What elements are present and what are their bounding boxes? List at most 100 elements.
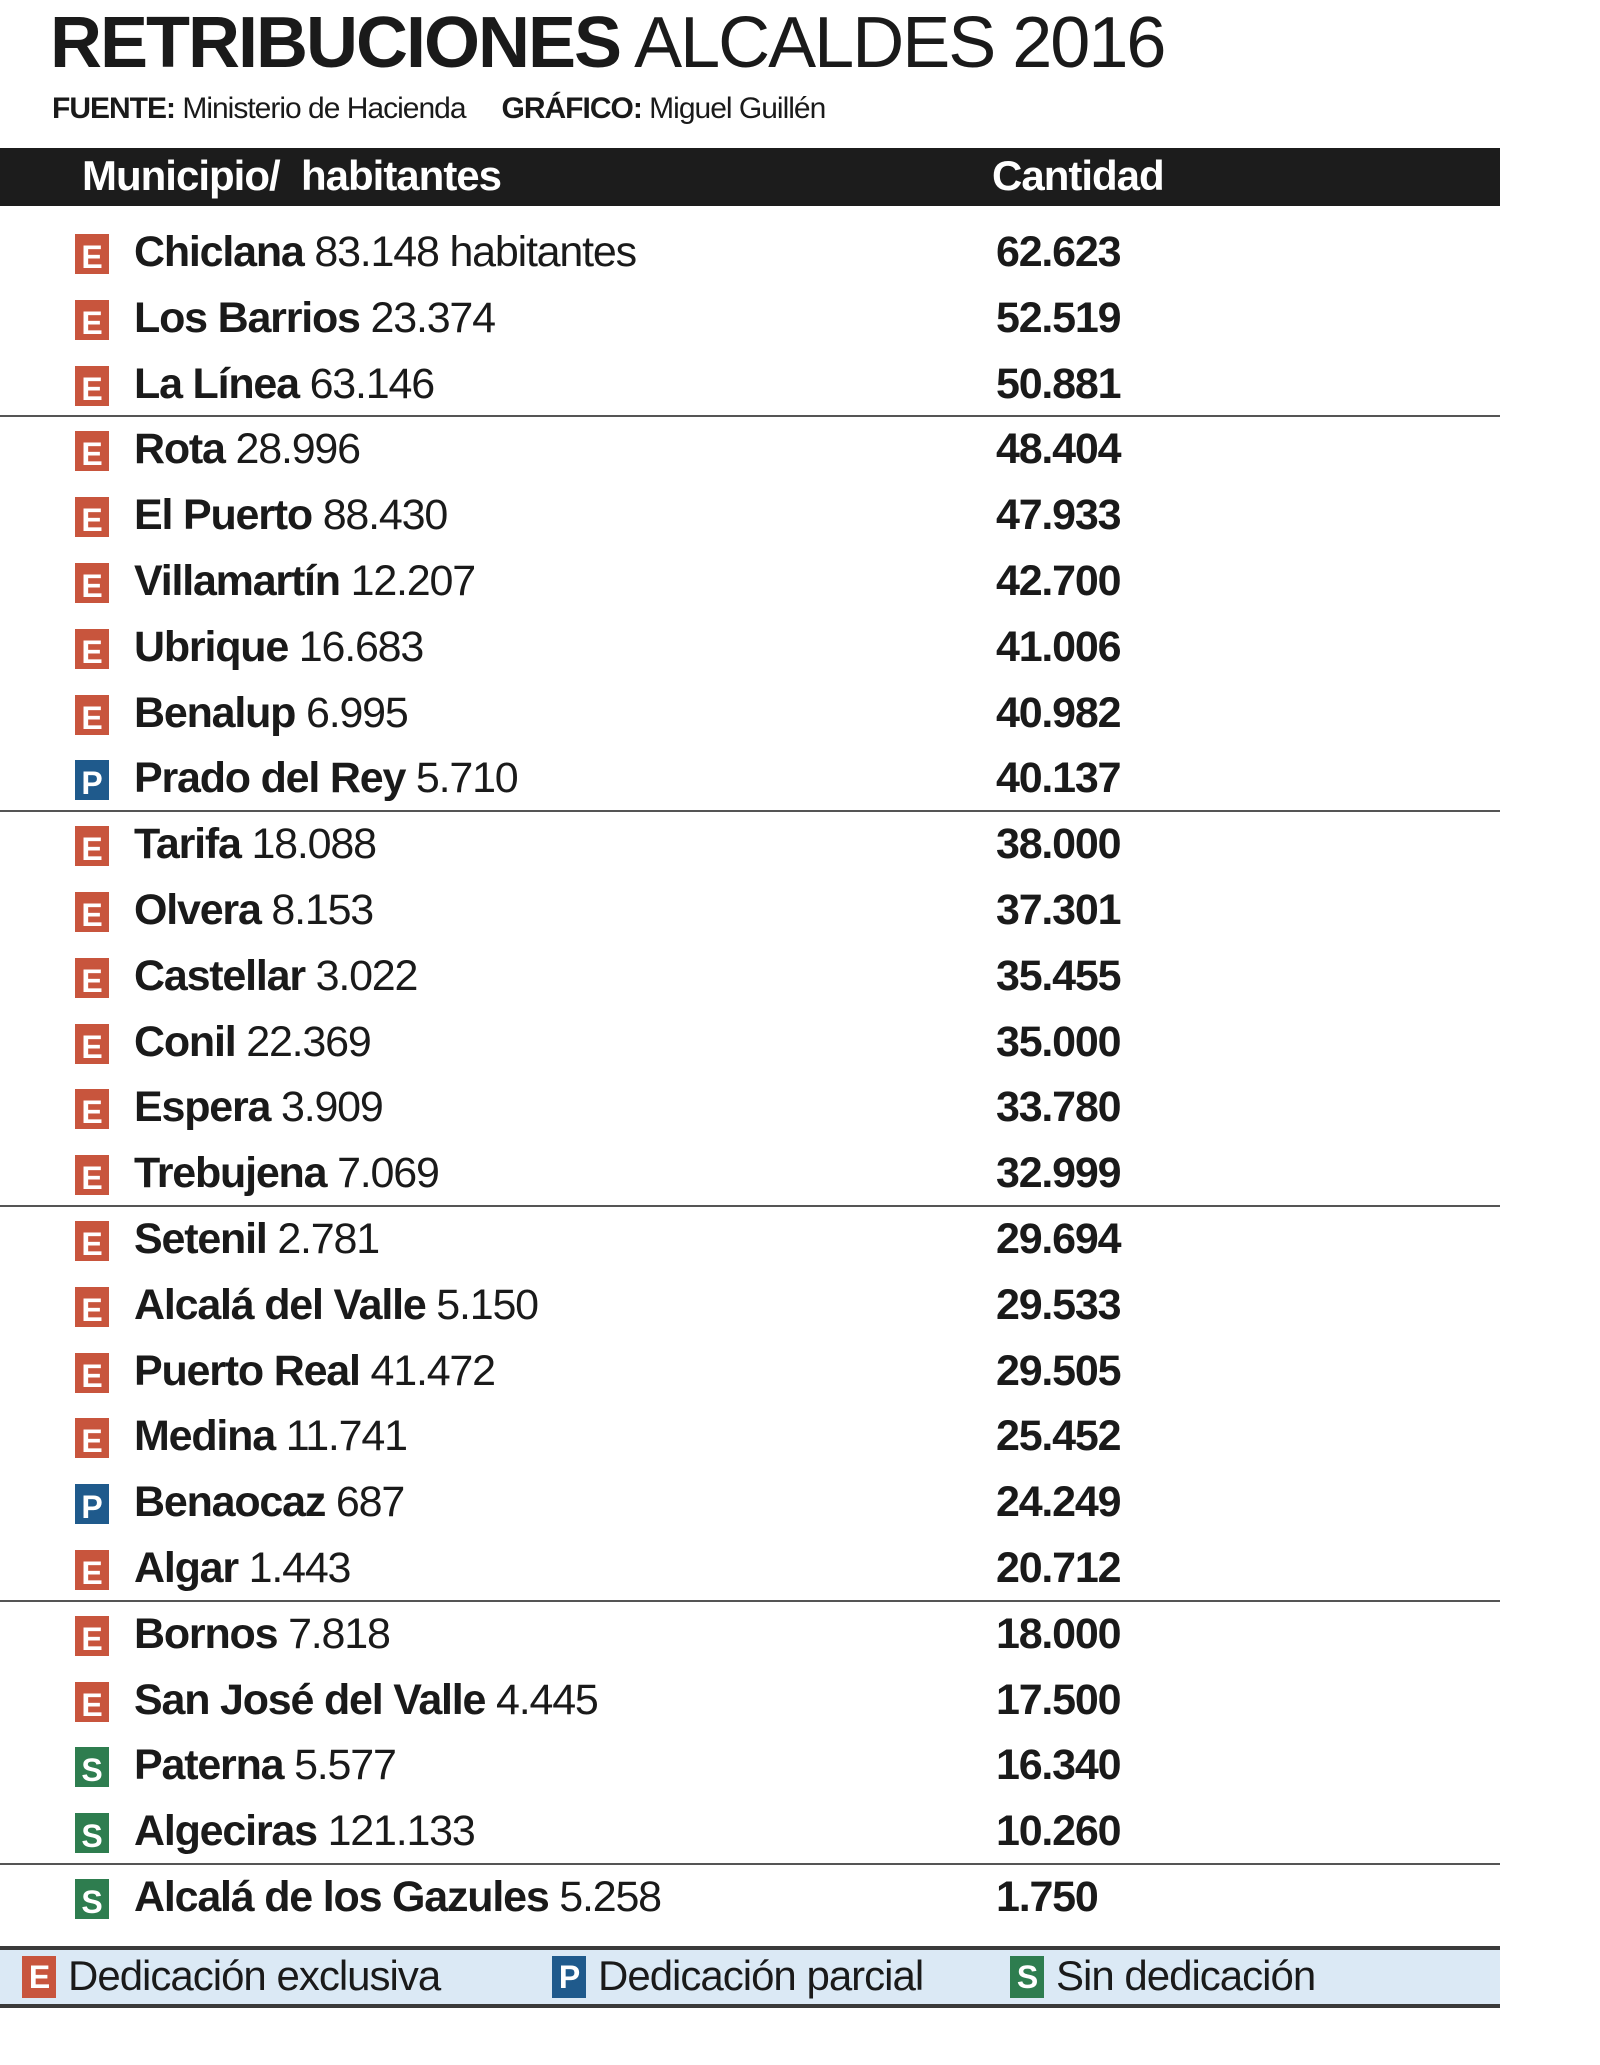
habitantes: 7.818 (288, 1609, 391, 1658)
table-row: S Algeciras 121.133 10.260 (0, 1799, 1500, 1865)
cantidad-cell: 35.455 (996, 951, 1122, 1000)
table-row: E Rota 28.996 48.404 (0, 417, 1500, 483)
municipio-name: Prado del Rey (134, 754, 406, 803)
fuente-label: FUENTE: (52, 92, 176, 125)
municipio-name: El Puerto (134, 491, 313, 540)
habitantes: 687 (335, 1478, 405, 1527)
dedication-E-icon: E (75, 1089, 109, 1130)
source-line: FUENTE: Ministerio de Hacienda GRÁFICO: M… (52, 92, 826, 126)
table-row: P Benaocaz 687 24.249 (0, 1470, 1500, 1536)
cantidad-cell: 1.750 (996, 1872, 1099, 1921)
municipio-cell: El Puerto 88.430 (134, 491, 449, 540)
municipio-cell: Espera 3.909 (134, 1083, 384, 1132)
municipio-cell: Alcalá de los Gazules 5.258 (134, 1872, 662, 1922)
dedication-E-icon: E (75, 694, 109, 736)
dedication-E-icon: E (75, 957, 109, 999)
table-row: E Puerto Real 41.472 29.505 (0, 1339, 1500, 1405)
habitantes: 11.741 (285, 1412, 408, 1461)
cantidad-cell: 20.712 (996, 1543, 1122, 1592)
cantidad-cell: 18.000 (996, 1609, 1122, 1658)
dedication-E-icon: E (75, 365, 109, 407)
municipio-name: Paterna (134, 1741, 285, 1790)
table-row: E Conil 22.369 35.000 (0, 1010, 1500, 1076)
legend-item: E Dedicación exclusiva (22, 1952, 441, 2000)
legend-E-icon: E (22, 1956, 56, 1998)
dedication-E-icon: E (75, 497, 109, 538)
table-row: S Paterna 5.577 16.340 (0, 1733, 1500, 1799)
habitantes: 23.374 (370, 293, 497, 342)
habitantes: 16.683 (298, 622, 425, 671)
table-row: S Alcalá de los Gazules 5.258 1.750 (0, 1865, 1500, 1931)
table-row: E Alcalá del Valle 5.150 29.533 (0, 1273, 1500, 1339)
grafico-value: Miguel Guillén (649, 92, 826, 125)
habitantes: 83.148 habitantes (314, 228, 637, 276)
cantidad-cell: 24.249 (996, 1478, 1122, 1527)
municipio-cell: La Línea 63.146 (134, 360, 435, 409)
legend-item: P Dedicación parcial (552, 1952, 924, 2000)
dedication-E-icon: E (75, 891, 109, 933)
cantidad-cell: 40.982 (996, 688, 1122, 737)
table-row: E Ubrique 16.683 41.006 (0, 615, 1500, 681)
municipio-name: Puerto Real (134, 1346, 361, 1395)
habitantes: 3.022 (315, 951, 419, 1000)
municipio-cell: Chiclana 83.148 habitantes (134, 228, 637, 277)
habitantes: 4.445 (496, 1675, 599, 1724)
dedication-E-icon: E (75, 234, 109, 275)
municipio-cell: Tarifa 18.088 (134, 820, 377, 869)
legend: E Dedicación exclusiva P Dedicación parcial… (0, 1946, 1500, 2008)
table-header: Municipio/ habitantes Cantidad (0, 148, 1500, 206)
municipio-cell: Villamartín 12.207 (134, 557, 476, 606)
legend-item: S Sin dedicación (1010, 1952, 1316, 2000)
header-municipio: Municipio/ habitantes (82, 152, 502, 199)
legend-label: Dedicación exclusiva (68, 1952, 441, 1999)
municipio-name: Rota (134, 425, 226, 474)
municipio-name: Tarifa (134, 820, 242, 869)
municipio-cell: Ubrique 16.683 (134, 622, 425, 672)
habitantes: 6.995 (305, 688, 409, 737)
municipio-name: Ubrique (134, 622, 289, 671)
habitantes: 41.472 (370, 1346, 497, 1395)
habitantes: 8.153 (271, 885, 374, 934)
habitantes: 3.909 (280, 1083, 384, 1132)
legend-label: Sin dedicación (1056, 1952, 1316, 1999)
municipio-cell: Medina 11.741 (134, 1412, 408, 1461)
cantidad-cell: 50.881 (996, 359, 1122, 408)
dedication-E-icon: E (75, 1023, 109, 1065)
municipio-name: Castellar (134, 951, 306, 1000)
habitantes: 5.258 (559, 1872, 662, 1921)
legend-label: Dedicación parcial (598, 1952, 924, 1999)
cantidad-cell: 25.452 (996, 1412, 1122, 1461)
municipio-cell: Prado del Rey 5.710 (134, 754, 519, 803)
header-cantidad: Cantidad (992, 152, 1165, 199)
title-light: ALCALDES 2016 (634, 3, 1166, 83)
table-body: E Chiclana 83.148 habitantes 62.623 E Los Ba… (0, 220, 1500, 1931)
cantidad-cell: 17.500 (996, 1675, 1122, 1724)
dedication-E-icon: E (75, 1286, 109, 1328)
table-row: E Setenil 2.781 29.694 (0, 1207, 1500, 1273)
title-bold: RETRIBUCIONES (50, 3, 622, 83)
municipio-cell: Los Barrios 23.374 (134, 293, 497, 343)
dedication-E-icon: E (75, 1352, 109, 1394)
municipio-name: Bornos (134, 1609, 279, 1658)
municipio-name: Algeciras (134, 1807, 318, 1856)
municipio-cell: Setenil 2.781 (134, 1215, 380, 1264)
municipio-cell: Bornos 7.818 (134, 1609, 391, 1659)
dedication-E-icon: E (75, 562, 109, 604)
habitantes: 121.133 (327, 1807, 476, 1856)
habitantes: 22.369 (246, 1017, 372, 1066)
dedication-E-icon: E (75, 826, 109, 867)
habitantes: 88.430 (322, 491, 449, 540)
table-row: E Espera 3.909 33.780 (0, 1075, 1500, 1141)
legend-S-icon: S (1010, 1956, 1044, 1998)
municipio-cell: Benaocaz 687 (134, 1478, 405, 1527)
dedication-S-icon: S (75, 1747, 109, 1788)
municipio-cell: Rota 28.996 (134, 425, 361, 474)
dedication-E-icon: E (75, 1681, 109, 1723)
municipio-cell: Castellar 3.022 (134, 951, 419, 1001)
table-row: E La Línea 63.146 50.881 (0, 352, 1500, 418)
table-row: E San José del Valle 4.445 17.500 (0, 1668, 1500, 1734)
habitantes: 7.069 (337, 1149, 440, 1198)
table-row: E Chiclana 83.148 habitantes 62.623 (0, 220, 1500, 286)
table-row: E Castellar 3.022 35.455 (0, 944, 1500, 1010)
fuente-value: Ministerio de Hacienda (182, 92, 466, 125)
